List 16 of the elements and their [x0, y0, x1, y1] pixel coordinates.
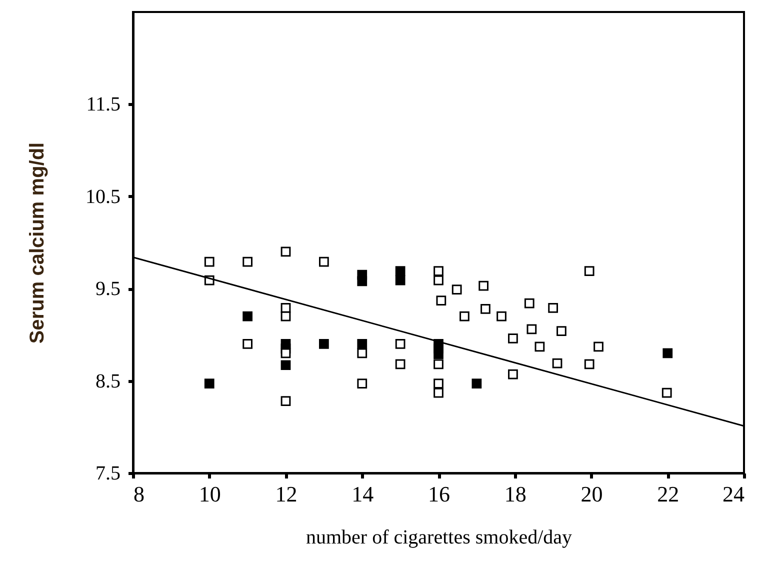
x-tick-label: 18	[504, 482, 526, 506]
y-tick-label: 10.5	[86, 186, 120, 208]
x-tick-label: 12	[275, 482, 298, 506]
y-tick-label: 7.5	[96, 462, 120, 484]
x-tick-label: 24	[722, 482, 744, 506]
x-axis-title: number of cigarettes smoked/day	[306, 526, 572, 548]
y-tick-label: 8.5	[96, 370, 120, 392]
x-tick-label: 10	[198, 482, 221, 506]
x-tick-label: 16	[428, 482, 450, 506]
x-tick-label: 20	[580, 482, 603, 506]
x-tick-label: 22	[657, 482, 680, 506]
x-tick-label: 14	[352, 482, 374, 506]
x-tick-label: 8	[134, 482, 144, 506]
y-tick-label: 9.5	[96, 278, 120, 300]
y-tick-label: 11.5	[86, 94, 120, 116]
y-axis-title: Serum calcium mg/dl	[26, 142, 48, 344]
